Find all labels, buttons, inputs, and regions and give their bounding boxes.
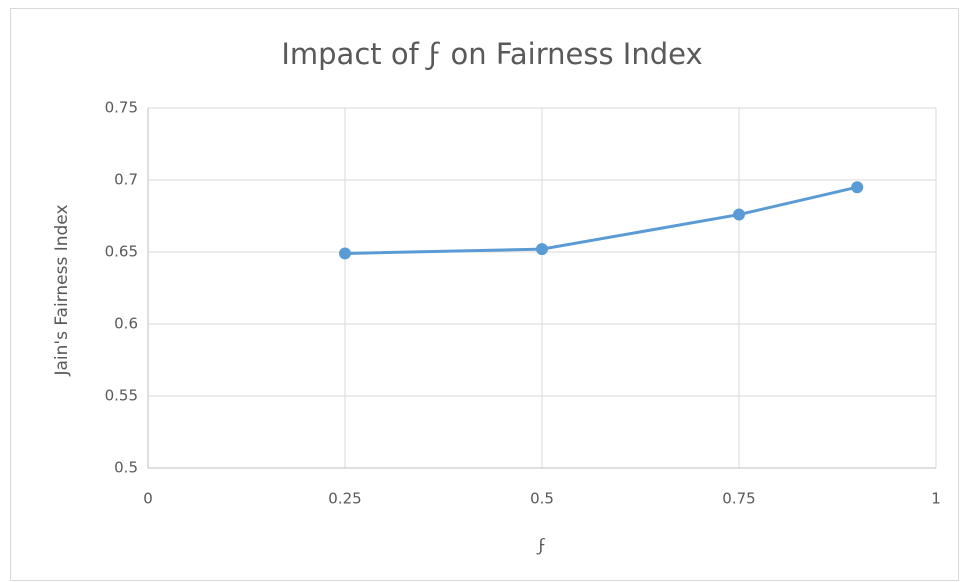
x-tick-label: 0.5: [530, 490, 554, 508]
x-tick-label: 0.75: [722, 490, 755, 508]
y-axis-label: Jain's Fairness Index: [52, 204, 72, 376]
data-point: [851, 181, 864, 194]
x-tick-label: 0: [143, 490, 153, 508]
data-point: [733, 208, 745, 221]
y-tick-label: 0.65: [105, 243, 138, 261]
data-point: [339, 247, 351, 260]
x-tick-label: 1: [931, 490, 941, 508]
x-axis-label: ϝ: [536, 536, 546, 556]
data-point: [536, 243, 548, 256]
chart-frame: [10, 8, 959, 581]
y-tick-label: 0.5: [114, 459, 138, 477]
y-tick-label: 0.75: [105, 99, 138, 117]
series-line: [344, 185, 858, 255]
y-tick-label: 0.6: [114, 315, 138, 333]
y-tick-label: 0.55: [105, 387, 138, 405]
x-tick-label: 0.25: [328, 490, 361, 508]
y-tick-label: 0.7: [114, 171, 138, 189]
chart-title: Impact of ϝ on Fairness Index: [281, 37, 702, 71]
